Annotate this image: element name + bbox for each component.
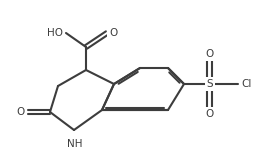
Text: O: O bbox=[206, 49, 214, 59]
Text: NH: NH bbox=[67, 139, 83, 149]
Text: O: O bbox=[206, 109, 214, 119]
Text: Cl: Cl bbox=[241, 79, 251, 89]
Text: S: S bbox=[207, 79, 213, 89]
Text: O: O bbox=[17, 107, 25, 117]
Text: HO: HO bbox=[47, 28, 63, 38]
Text: O: O bbox=[109, 28, 117, 38]
